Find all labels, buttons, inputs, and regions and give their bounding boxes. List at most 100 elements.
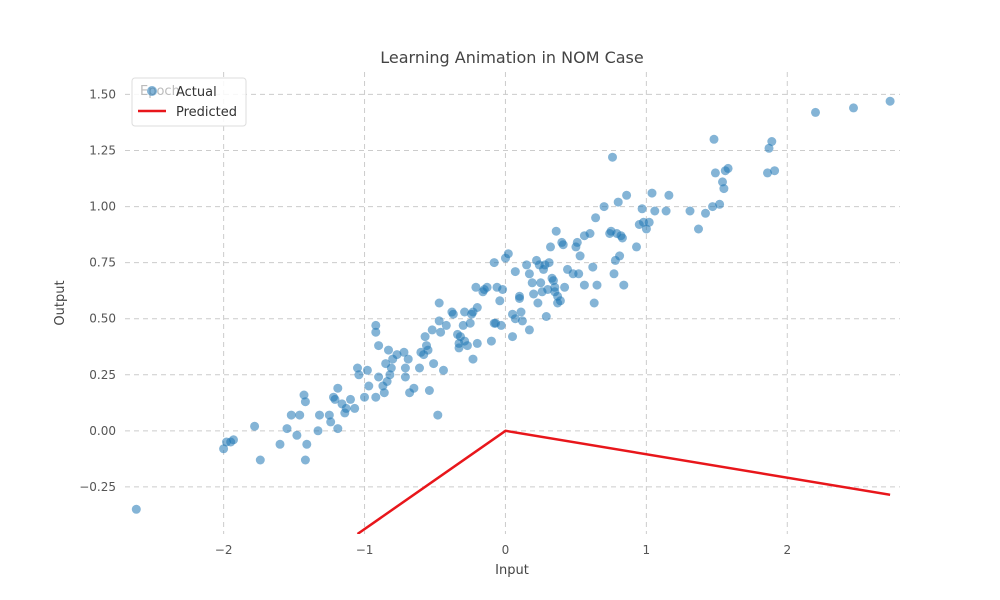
data-point xyxy=(546,242,555,252)
data-point xyxy=(315,410,324,420)
data-point xyxy=(333,383,343,393)
data-point xyxy=(255,455,265,465)
data-point xyxy=(400,363,410,373)
data-point xyxy=(589,298,599,308)
data-point xyxy=(486,336,496,346)
legend-box xyxy=(131,77,247,127)
data-point xyxy=(364,381,374,391)
y-tick-label: −0.25 xyxy=(79,480,116,494)
data-point xyxy=(533,298,543,308)
data-point xyxy=(527,278,537,288)
data-point xyxy=(496,320,506,330)
data-point xyxy=(694,224,703,234)
data-point xyxy=(326,417,336,427)
data-point xyxy=(392,350,402,360)
data-point xyxy=(560,282,570,292)
data-point xyxy=(354,370,364,380)
data-point xyxy=(371,327,381,337)
legend-actual-marker xyxy=(147,86,157,96)
data-point xyxy=(495,296,505,306)
chart-title: Learning Animation in NOM Case xyxy=(380,48,643,67)
data-point xyxy=(637,204,647,214)
data-point xyxy=(482,282,492,292)
data-point xyxy=(551,226,561,236)
y-tick-label: 0.00 xyxy=(89,424,116,438)
data-point xyxy=(536,278,546,288)
data-point xyxy=(399,347,409,357)
data-point xyxy=(468,354,478,364)
data-point xyxy=(341,403,351,413)
data-point xyxy=(460,307,470,317)
data-point xyxy=(439,365,448,375)
data-point xyxy=(548,276,558,286)
data-point xyxy=(465,318,475,328)
data-point xyxy=(849,103,858,113)
data-point xyxy=(433,410,443,420)
data-point xyxy=(615,251,625,261)
data-point xyxy=(517,316,527,326)
data-point xyxy=(885,96,895,106)
data-point xyxy=(555,296,565,306)
data-point xyxy=(764,143,774,153)
data-point xyxy=(250,421,260,431)
data-point xyxy=(644,217,654,227)
x-tick-label: 1 xyxy=(643,543,651,557)
x-tick-label: −1 xyxy=(356,543,374,557)
data-point xyxy=(503,249,513,259)
data-point xyxy=(229,435,238,445)
data-point xyxy=(371,392,381,402)
data-point xyxy=(763,168,772,178)
data-point xyxy=(379,388,389,398)
data-point xyxy=(219,444,229,454)
data-point xyxy=(403,354,413,364)
data-point xyxy=(409,383,419,393)
legend: Epoch Actual Predicted xyxy=(131,77,247,127)
data-point xyxy=(374,372,384,382)
data-point xyxy=(609,269,619,279)
data-point xyxy=(436,327,446,337)
data-point xyxy=(701,208,710,218)
data-point xyxy=(427,325,437,335)
y-axis-label: Output xyxy=(53,280,68,325)
data-point xyxy=(708,202,718,212)
y-tick-label: 1.50 xyxy=(89,87,116,101)
data-point xyxy=(286,410,296,420)
data-point xyxy=(588,262,598,272)
data-point xyxy=(429,359,439,369)
data-point xyxy=(524,325,534,335)
data-point xyxy=(471,282,481,292)
data-point xyxy=(619,280,629,290)
data-point xyxy=(472,338,482,348)
y-tick-label: 0.75 xyxy=(89,256,116,270)
y-tick-label: 0.25 xyxy=(89,368,116,382)
data-point xyxy=(472,303,482,312)
x-tick-label: −2 xyxy=(215,543,233,557)
data-point xyxy=(558,240,568,250)
data-point xyxy=(524,269,534,279)
legend-predicted-label: Predicted xyxy=(176,105,237,120)
data-point xyxy=(718,177,727,187)
legend-actual-label: Actual xyxy=(176,85,217,100)
data-point xyxy=(599,202,609,212)
data-point xyxy=(434,316,444,326)
data-point xyxy=(275,439,285,449)
data-point xyxy=(498,285,508,294)
data-point xyxy=(710,168,720,178)
epoch-overlay-text: Epoch xyxy=(140,84,180,99)
data-point xyxy=(385,370,395,380)
data-point xyxy=(622,190,632,200)
data-point xyxy=(811,107,820,117)
data-point xyxy=(572,237,582,247)
y-tick-labels: −0.25 0.00 0.25 0.50 0.75 1.00 1.25 1.50 xyxy=(79,87,116,493)
data-point xyxy=(353,363,362,373)
data-point xyxy=(333,424,343,434)
data-point xyxy=(386,363,396,373)
data-point xyxy=(516,307,526,317)
x-tick-label: 2 xyxy=(783,543,791,557)
data-point xyxy=(522,260,532,270)
data-point xyxy=(723,163,733,173)
data-point xyxy=(400,372,410,382)
data-point xyxy=(346,394,355,404)
data-point xyxy=(434,298,444,308)
